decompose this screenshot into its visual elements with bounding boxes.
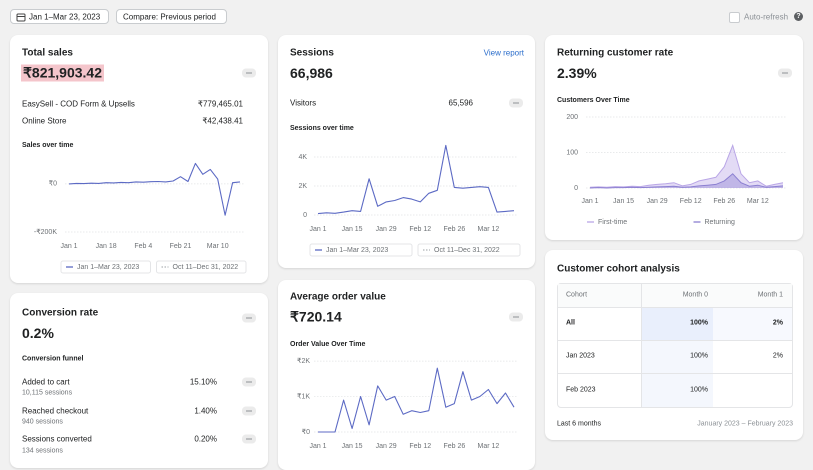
cohort-cell: 100% <box>690 386 708 394</box>
funnel-rate: 0.20% <box>194 434 217 444</box>
page: {"dashboard": { "toolbar": {"date_range"… <box>10 9 803 470</box>
menu-button[interactable] <box>778 68 792 78</box>
breakdown-value: ₹42,438.41 <box>202 116 243 126</box>
card-title: Customer cohort analysis <box>557 263 680 275</box>
cohort-table <box>557 283 793 408</box>
cohort-label: Jan 2023 <box>566 352 595 360</box>
card-title: Average order value <box>290 291 386 303</box>
menu-button[interactable] <box>242 68 256 78</box>
header-row <box>558 284 792 308</box>
cohort-footer: Last 6 months <box>557 420 601 428</box>
dashboard: Jan 1–Mar 23, 2023 Compare: Previous per… <box>10 9 803 470</box>
col-header: Cohort <box>566 291 588 299</box>
cohort-label: Feb 2023 <box>566 386 596 394</box>
col-divider <box>641 284 642 407</box>
menu-button[interactable] <box>242 377 256 387</box>
menu-button[interactable] <box>242 434 256 444</box>
conversion-card <box>10 293 268 468</box>
funnel-sessions: 940 sessions <box>22 418 63 426</box>
compare-label: Compare: Previous period <box>123 12 216 22</box>
heat-cell <box>641 341 713 374</box>
date-range-button[interactable]: Jan 1–Mar 23, 2023 <box>10 9 109 24</box>
cohort-cell: 2% <box>772 352 783 360</box>
metric-value: ₹821,903.42 <box>21 64 104 82</box>
funnel-step: Sessions converted <box>22 434 92 444</box>
visitors-label: Visitors <box>290 98 317 108</box>
calendar-icon <box>16 13 26 22</box>
breakdown-label: EasySell - COD Form & Upsells <box>22 99 135 109</box>
cohort-cell: 100% <box>690 352 708 360</box>
compare-button[interactable]: Compare: Previous period <box>116 9 227 24</box>
help-icon[interactable]: ? <box>794 12 803 21</box>
funnel-sessions: 10,115 sessions <box>22 389 73 397</box>
heat-cell <box>641 308 713 341</box>
card-title: Returning customer rate <box>557 47 674 59</box>
cohort-cell: 2% <box>772 319 783 327</box>
visitors-value: 65,596 <box>448 98 473 108</box>
row <box>713 341 792 374</box>
funnel-rate: 15.10% <box>189 377 217 387</box>
heat-cell <box>641 374 713 407</box>
col-header: Month 0 <box>682 291 708 299</box>
card-title: Total sales <box>22 47 73 59</box>
funnel-title: Conversion funnel <box>22 355 84 363</box>
returning-card <box>545 35 803 240</box>
card-title: Conversion rate <box>22 307 99 319</box>
metric-value: 66,986 <box>290 65 333 81</box>
metric-value: ₹720.14 <box>290 308 342 325</box>
menu-button[interactable] <box>509 98 523 108</box>
menu-button[interactable] <box>242 406 256 416</box>
breakdown-label: Online Store <box>22 116 67 126</box>
funnel-sessions: 134 sessions <box>22 447 63 455</box>
menu-button[interactable] <box>509 312 523 322</box>
heat-cell <box>713 308 792 341</box>
breakdown-value: ₹779,465.01 <box>197 99 243 109</box>
funnel-step: Added to cart <box>22 377 70 387</box>
auto-refresh-label: Auto-refresh <box>744 12 789 22</box>
cohort-footer: January 2023 – February 2023 <box>697 420 793 428</box>
cohort-label: All <box>566 319 575 327</box>
metric-value: 2.39% <box>557 65 597 81</box>
view-report-link[interactable]: View report <box>483 48 524 58</box>
card-title: Sessions <box>290 47 334 59</box>
metric-value: 0.2% <box>22 325 54 341</box>
menu-button[interactable] <box>242 313 256 323</box>
funnel-step: Reached checkout <box>22 406 89 416</box>
funnel-rate: 1.40% <box>194 406 217 416</box>
auto-refresh-checkbox[interactable] <box>729 12 740 23</box>
cohort-cell: 100% <box>690 319 708 327</box>
row <box>558 341 641 374</box>
col-header: Month 1 <box>757 291 783 299</box>
date-range: Jan 1–Mar 23, 2023 <box>29 12 101 22</box>
row <box>558 308 641 341</box>
